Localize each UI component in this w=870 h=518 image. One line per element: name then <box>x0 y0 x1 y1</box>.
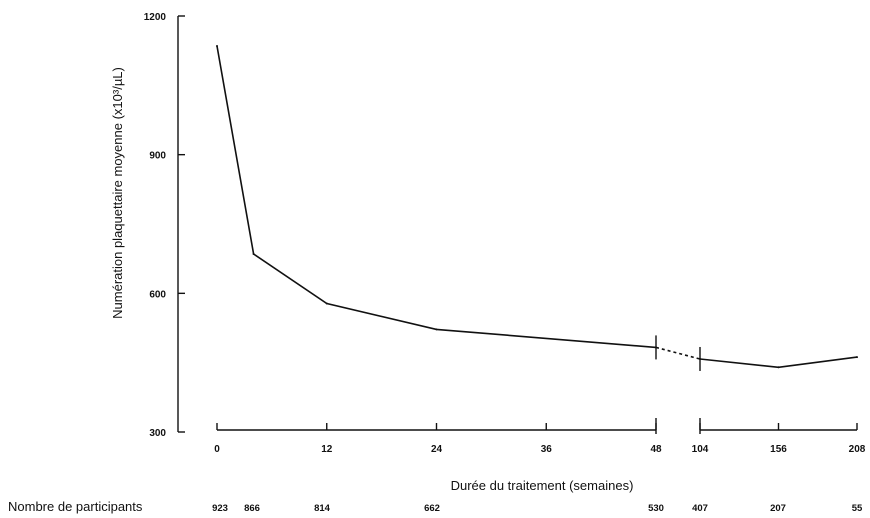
participant-count-156: 207 <box>770 503 786 514</box>
series-line-104-208 <box>699 356 858 369</box>
data-point-24 <box>435 328 438 331</box>
data-point-104 <box>699 357 701 360</box>
data-point-12 <box>325 302 328 305</box>
data-point-156 <box>777 366 780 369</box>
y-tick-label-1200: 1200 <box>144 12 167 23</box>
series-line-0-48 <box>216 45 657 349</box>
series <box>216 45 858 371</box>
participant-count-48: 530 <box>648 503 664 514</box>
x-tick-label-36: 36 <box>541 444 553 455</box>
participant-counts: 923 866 814 662 530 407 207 55 <box>212 503 863 514</box>
participant-count-208: 55 <box>852 503 863 514</box>
data-point-208 <box>856 356 858 359</box>
participant-count-36: 662 <box>424 503 440 514</box>
participant-count-0: 923 <box>212 503 228 514</box>
data-point-4 <box>252 253 255 256</box>
y-tick-label-300: 300 <box>149 428 166 439</box>
x-tick-label-0: 0 <box>214 444 220 455</box>
x-axis: 0 12 24 36 48 104 156 208 <box>214 418 866 455</box>
x-tick-label-156: 156 <box>770 444 787 455</box>
participant-count-24: 814 <box>314 503 331 514</box>
x-tick-label-48: 48 <box>650 444 662 455</box>
data-point-48 <box>655 346 657 349</box>
y-tick-label-900: 900 <box>149 151 166 162</box>
y-axis: 300 600 900 1200 <box>144 12 185 439</box>
x-tick-label-12: 12 <box>321 444 333 455</box>
x-axis-title: Durée du traitement (semaines) <box>451 478 634 493</box>
x-tick-label-24: 24 <box>431 444 443 455</box>
series-line-48-104 <box>655 346 701 360</box>
x-tick-label-208: 208 <box>849 444 866 455</box>
participant-count-12: 866 <box>244 503 260 514</box>
y-tick-label-600: 600 <box>149 289 166 300</box>
data-point-0 <box>216 45 218 48</box>
participant-count-104: 407 <box>692 503 708 514</box>
x-tick-label-104: 104 <box>692 444 709 455</box>
y-axis-title: Numération plaquettaire moyenne (x10³/µL… <box>110 67 125 319</box>
participants-label: Nombre de participants <box>8 499 143 514</box>
